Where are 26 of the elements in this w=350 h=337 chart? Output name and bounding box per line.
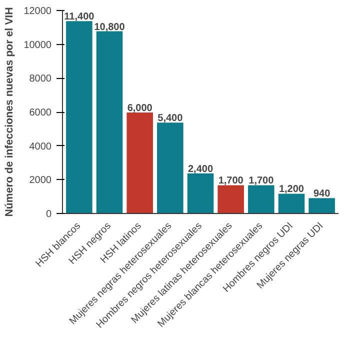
bar [126,112,154,214]
bar [186,172,215,214]
data-label: 11,400 [64,12,95,23]
bar [308,197,336,214]
y-tick-label: 4000 [29,141,52,152]
y-tick-label: 8000 [29,74,52,85]
data-label: 6,000 [127,103,153,114]
data-label: 2,400 [188,164,214,175]
y-axis-title: Número de infecciones nuevas por el VIH [4,7,16,217]
data-label: 940 [313,188,331,200]
data-label: 1,700 [218,176,244,187]
data-label: 10,800 [94,22,126,33]
bar [95,30,124,214]
y-tick-label: 12000 [24,6,52,17]
data-label: 1,700 [248,176,274,187]
bar [216,184,245,214]
y-tick-label: 0 [46,209,52,220]
y-tick-label: 6000 [29,108,52,118]
bar [156,122,184,214]
bar [65,20,94,214]
y-tick-label: 10000 [24,40,52,51]
bar [277,192,306,214]
bar [247,184,276,214]
data-label: 5,400 [158,113,184,124]
y-tick-label: 2000 [29,175,52,186]
data-label: 1,200 [278,184,304,196]
